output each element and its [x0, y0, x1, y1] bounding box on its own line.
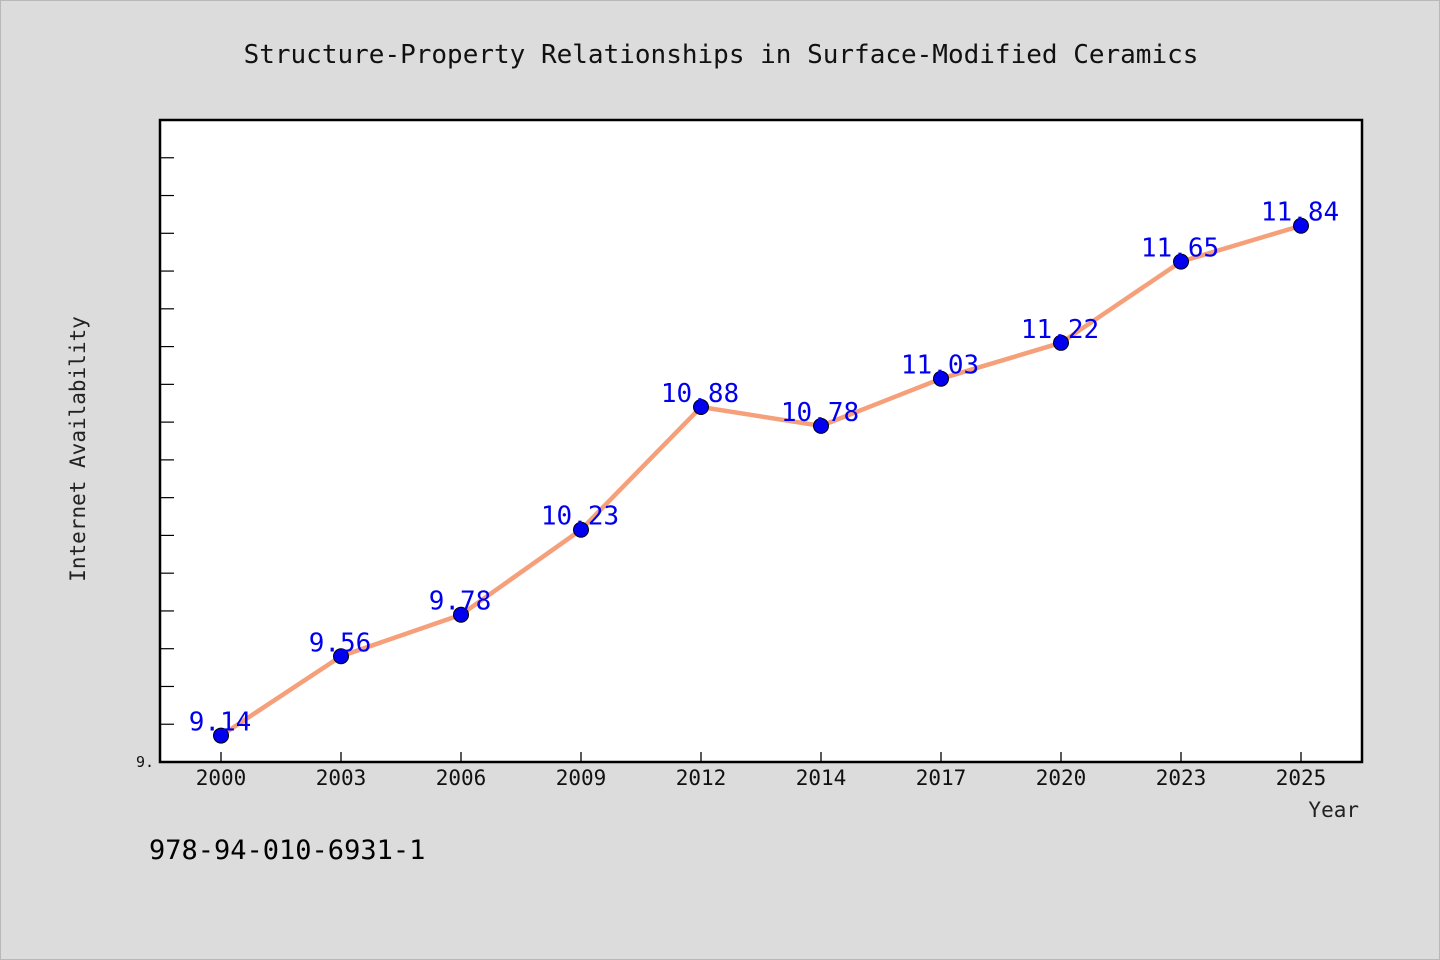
y-axis-tick-labels: 9.: [136, 753, 154, 771]
isbn-footer: 978-94-010-6931-1: [149, 835, 426, 866]
series-line: [218, 223, 1304, 738]
data-point: [333, 648, 349, 665]
data-label: 9.56: [309, 628, 372, 658]
data-point: [933, 370, 949, 387]
data-label: 10.88: [661, 379, 739, 409]
x-tick-label: 2009: [556, 766, 607, 790]
x-axis-ticks: [220, 752, 1302, 762]
data-label: 11.65: [1141, 234, 1219, 264]
x-axis-tick-labels: 2000 2003 2006 2009 2012 2014 2017 2020 2023 2025: [196, 766, 1327, 790]
data-label: 11.03: [901, 351, 979, 381]
data-point: [1293, 217, 1309, 234]
x-tick-label: 2023: [1156, 766, 1207, 790]
data-point: [1173, 253, 1189, 270]
data-markers: [213, 217, 1309, 744]
x-tick-label: 2012: [676, 766, 727, 790]
x-tick-label: 2006: [436, 766, 487, 790]
y-axis-ticks: [160, 157, 174, 725]
data-label: 11.22: [1021, 315, 1099, 345]
y-tick-label: 9.: [136, 753, 154, 771]
data-label: 10.78: [781, 398, 859, 428]
data-label: 10.23: [541, 502, 619, 532]
x-tick-label: 2014: [796, 766, 847, 790]
x-tick-label: 2020: [1036, 766, 1087, 790]
x-tick-label: 2017: [916, 766, 967, 790]
x-tick-label: 2025: [1276, 766, 1327, 790]
data-point: [813, 417, 829, 434]
y-axis-label: Internet Availability: [66, 316, 90, 582]
data-point: [573, 521, 589, 538]
x-axis-label: Year: [1308, 798, 1359, 822]
data-point: [1053, 334, 1069, 351]
plot-area: [158, 118, 1364, 764]
data-labels: 9.14 9.56 9.78 10.23 10.88 10.78 11.03 11.22 11.…: [189, 198, 1339, 738]
x-tick-label: 2003: [316, 766, 367, 790]
chart-title: Structure-Property Relationships in Surf…: [244, 40, 1199, 70]
data-label: 9.14: [189, 708, 252, 738]
data-label: 11.84: [1261, 198, 1339, 228]
data-point: [693, 399, 709, 416]
data-point: [453, 606, 469, 623]
data-label: 9.78: [429, 587, 492, 617]
data-point: [213, 727, 229, 744]
x-tick-label: 2000: [196, 766, 247, 790]
